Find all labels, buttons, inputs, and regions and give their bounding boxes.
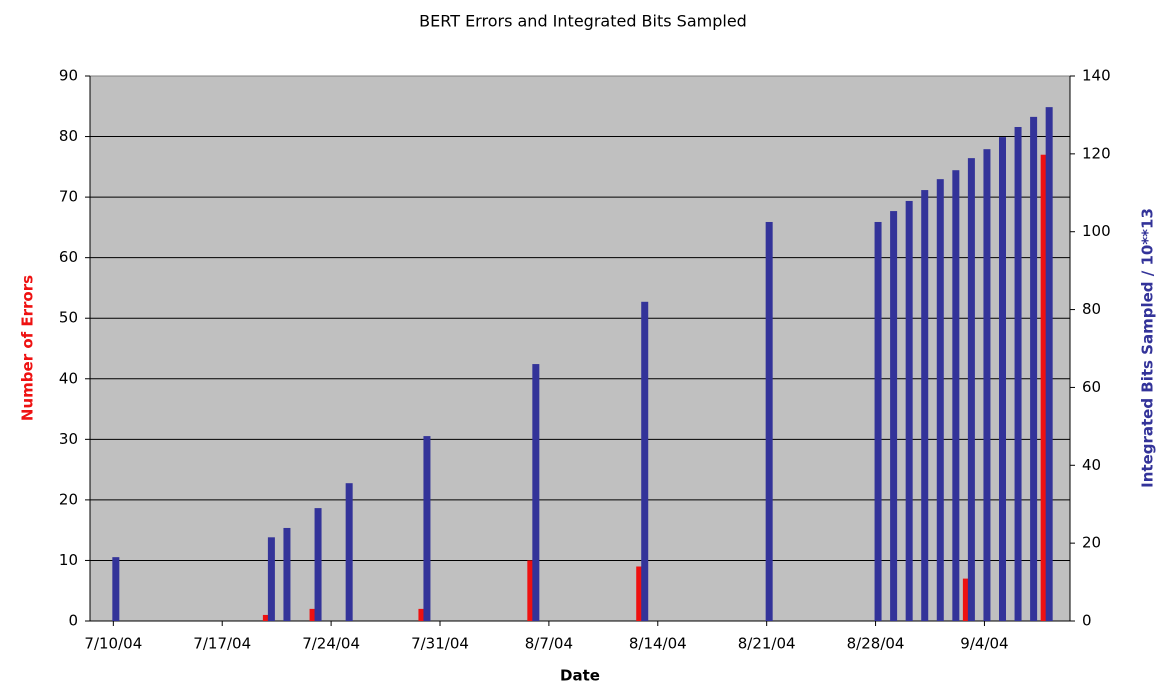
y2-tick-label: 0 [1082,612,1092,630]
y2-tick-label: 80 [1082,300,1101,318]
y2-tick-label: 100 [1082,222,1111,240]
bar [999,137,1006,621]
y2-tick-label: 140 [1082,67,1111,85]
bar [874,221,882,621]
y-tick-label: 30 [59,430,78,448]
y2-tick-label: 20 [1082,534,1101,552]
x-tick-label: 9/4/04 [960,635,1008,653]
bar [345,483,353,621]
bar [962,578,970,621]
x-tick-label: 7/31/04 [411,635,469,653]
bar [936,179,944,622]
y-tick-label: 50 [59,309,78,327]
y-axis-title: Number of Errors [19,275,37,421]
y2-tick-label: 40 [1082,456,1101,474]
bar [921,190,929,621]
x-tick-label: 7/17/04 [193,635,251,653]
bar [532,364,540,621]
bar [309,608,317,621]
y-tick-label: 40 [59,369,78,387]
bar [112,557,120,621]
bar [636,566,644,621]
bar [983,149,991,621]
y2-tick-label: 60 [1082,378,1101,396]
x-tick-label: 8/7/04 [525,635,573,653]
bar [641,301,649,621]
bar [967,158,975,621]
bar [765,221,773,621]
chart-title: BERT Errors and Integrated Bits Sampled [419,12,747,31]
x-tick-label: 8/21/04 [738,635,796,653]
bar [1030,116,1038,621]
y-tick-label: 90 [59,67,78,85]
bar [1040,154,1048,621]
x-axis-title: Date [560,667,600,685]
y-tick-label: 20 [59,490,78,508]
y2-axis-title: Integrated Bits Sampled / 10**13 [1139,208,1157,488]
bar [418,608,426,621]
bar [423,436,431,621]
bar [905,200,913,622]
y-tick-label: 70 [59,188,78,206]
x-tick-label: 7/10/04 [84,635,142,653]
x-tick-label: 7/24/04 [302,635,360,653]
bar [283,527,291,621]
y2-tick-label: 120 [1082,144,1111,162]
y-tick-label: 0 [68,612,78,630]
bar [890,211,898,621]
bar [314,508,322,621]
bar [1045,107,1053,621]
bar [952,170,960,621]
bar [527,560,535,621]
bar [267,537,275,621]
bar [1014,126,1022,621]
x-tick-label: 8/28/04 [847,635,905,653]
x-tick-label: 8/14/04 [629,635,687,653]
y-tick-label: 10 [59,551,78,569]
y-tick-label: 60 [59,248,78,266]
y-tick-label: 80 [59,127,78,145]
bar [262,614,270,621]
